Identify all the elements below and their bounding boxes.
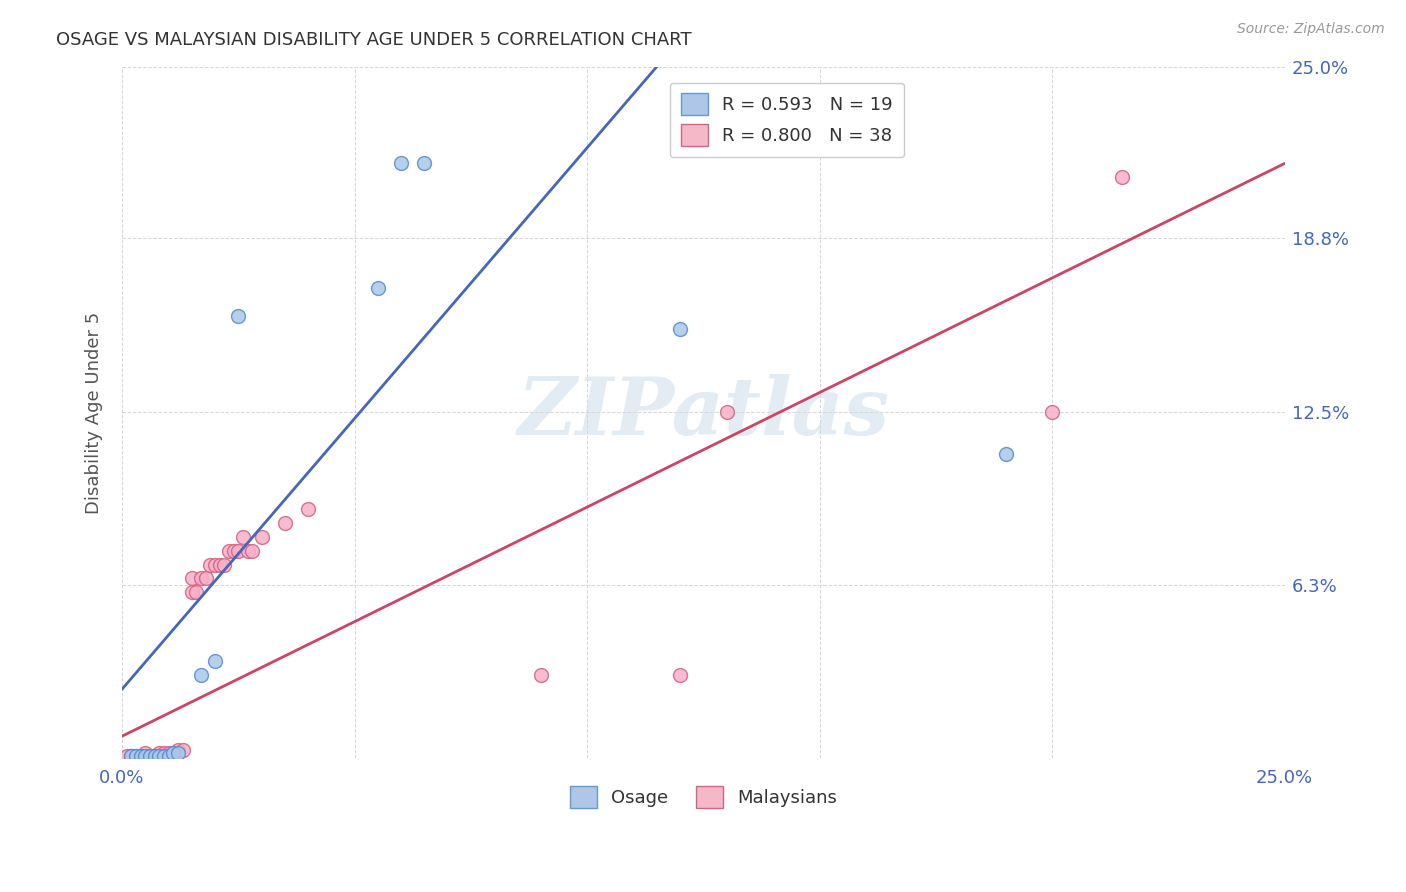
Point (669, 322, 692, 336)
Point (1111, 170, 1133, 185)
Point (367, 281, 389, 295)
Point (125, 748, 148, 763)
Point (120, 748, 142, 763)
Point (297, 502, 319, 516)
Point (669, 668, 692, 682)
Point (204, 655, 226, 669)
Point (153, 748, 176, 763)
Point (274, 516, 297, 530)
Point (226, 309, 249, 323)
Point (1040, 405, 1063, 419)
Point (166, 746, 188, 760)
Point (200, 558, 222, 572)
Text: OSAGE VS MALAYSIAN DISABILITY AGE UNDER 5 CORRELATION CHART: OSAGE VS MALAYSIAN DISABILITY AGE UNDER … (56, 31, 692, 49)
Point (148, 748, 170, 763)
Point (180, 572, 202, 586)
Point (194, 572, 217, 586)
Point (232, 530, 254, 544)
Text: Source: ZipAtlas.com: Source: ZipAtlas.com (1237, 22, 1385, 37)
Point (129, 748, 152, 763)
Point (186, 585, 208, 599)
Point (222, 544, 245, 558)
Point (250, 530, 273, 544)
Point (143, 748, 166, 763)
Point (129, 748, 152, 763)
Point (139, 748, 162, 763)
Point (120, 748, 142, 763)
Point (162, 746, 184, 760)
Point (172, 743, 194, 757)
Point (180, 585, 202, 599)
Point (134, 748, 156, 763)
Legend: Osage, Malaysians: Osage, Malaysians (562, 779, 844, 815)
Text: ZIPatlas: ZIPatlas (517, 374, 890, 451)
Point (143, 748, 166, 763)
Point (134, 746, 156, 760)
Point (413, 156, 436, 170)
Point (716, 405, 738, 419)
Point (166, 743, 188, 757)
Point (240, 544, 263, 558)
Point (153, 746, 176, 760)
Point (162, 746, 184, 760)
Point (204, 558, 226, 572)
Point (157, 748, 180, 763)
Point (157, 746, 180, 760)
Point (389, 156, 412, 170)
Point (226, 544, 249, 558)
Point (190, 572, 212, 586)
Point (134, 748, 156, 763)
Point (125, 748, 148, 763)
Point (139, 748, 162, 763)
Point (208, 558, 231, 572)
Point (529, 668, 551, 682)
Y-axis label: Disability Age Under 5: Disability Age Under 5 (86, 311, 103, 514)
Point (218, 544, 240, 558)
Point (214, 558, 236, 572)
Point (190, 668, 212, 682)
Point (236, 544, 259, 558)
Point (115, 748, 138, 763)
Point (994, 447, 1017, 461)
Point (148, 746, 170, 760)
